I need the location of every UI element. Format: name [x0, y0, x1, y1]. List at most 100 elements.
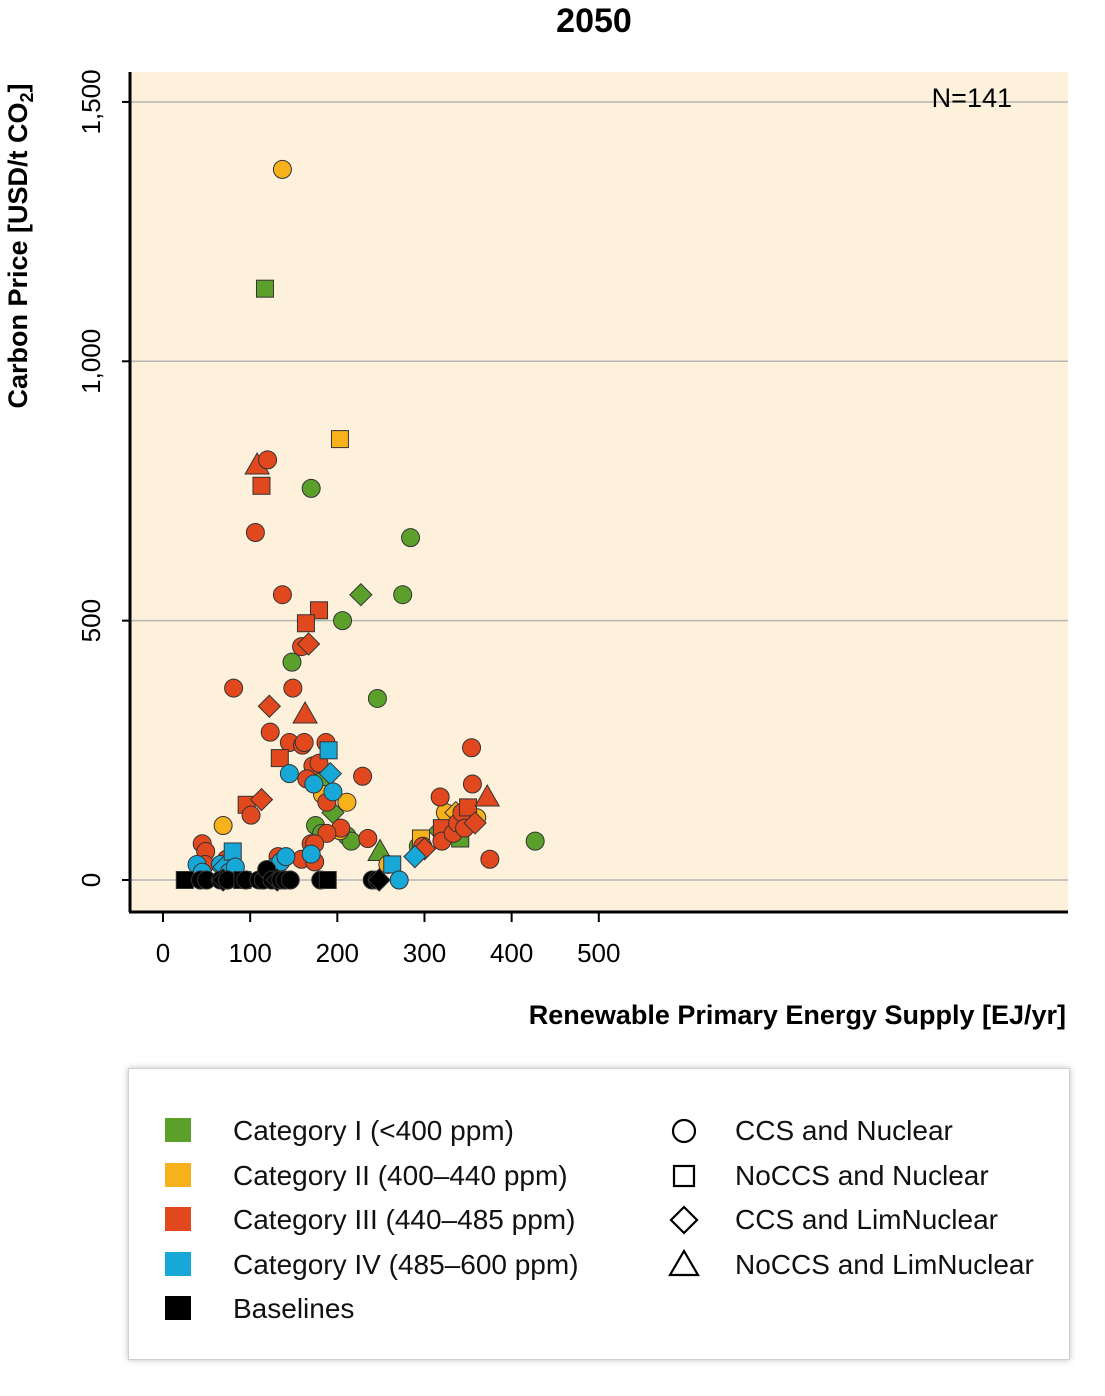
chart-title: 2050 [556, 2, 632, 40]
data-point [480, 849, 500, 869]
x-tick-label: 400 [490, 938, 533, 968]
data-point [463, 811, 487, 835]
data-point [255, 279, 274, 298]
legend-label-ccs-limnuclear: CCS and LimNuclear [735, 1204, 998, 1235]
data-point [403, 844, 427, 869]
data-point [257, 694, 282, 718]
legend-label-category-i: Category I (<400 ppm) [233, 1115, 514, 1146]
data-point [358, 829, 378, 849]
legend-item-ccs-limnuclear: CCS and LimNuclear [667, 1200, 998, 1240]
sample-size-annotation: N=141 [932, 83, 1012, 113]
data-point [474, 784, 501, 807]
legend-label-category-iii: Category III (440–485 ppm) [233, 1204, 576, 1235]
scatter-chart: 2050 0 100 200 300 400 500 0 500 1,000 1,500 N=1… [3, 2, 1068, 1030]
data-point [367, 688, 387, 708]
legend-label-category-iv: Category IV (485–600 ppm) [233, 1249, 579, 1280]
category-iv-swatch [165, 1252, 191, 1276]
diamond-shape-icon [669, 1205, 699, 1235]
data-point [301, 844, 321, 864]
data-point [317, 823, 337, 843]
data-point [367, 868, 391, 892]
legend-label-category-ii: Category II (400–440 ppm) [233, 1160, 568, 1191]
y-tick-label: 0 [76, 873, 106, 887]
circle-shape-icon [671, 1118, 697, 1144]
data-point [383, 855, 402, 874]
data-point [270, 749, 289, 768]
data-point [252, 476, 271, 495]
x-axis-title: Renewable Primary Energy Supply [EJ/yr] [529, 1000, 1066, 1030]
plot-area [130, 72, 1068, 912]
data-point [301, 478, 321, 498]
data-point [323, 782, 343, 802]
y-axis-ticks: 0 500 1,000 1,500 [76, 69, 130, 887]
data-point [175, 871, 194, 889]
legend-label-noccs-limnuclear: NoCCS and LimNuclear [735, 1249, 1034, 1280]
data-point [337, 792, 357, 812]
legend-item-noccs-nuclear: NoCCS and Nuclear [667, 1156, 989, 1196]
x-tick-label: 0 [156, 938, 170, 968]
x-tick-label: 300 [403, 938, 446, 968]
data-point [401, 528, 421, 548]
data-point [294, 733, 314, 753]
data-point [280, 870, 300, 890]
square-shape-icon [672, 1164, 696, 1188]
x-tick-label: 200 [316, 938, 359, 968]
x-tick-label: 100 [228, 938, 271, 968]
y-tick-label: 1,000 [76, 329, 106, 394]
legend-label-noccs-nuclear: NoCCS and Nuclear [735, 1160, 989, 1191]
x-tick-label: 500 [577, 938, 620, 968]
legend-item-category-iv: Category IV (485–600 ppm) [165, 1245, 579, 1285]
data-point [389, 870, 409, 890]
data-point [279, 764, 299, 784]
triangle-shape-icon [668, 1248, 700, 1277]
y-tick-label: 500 [76, 599, 106, 642]
data-point [459, 798, 478, 817]
legend-item-category-ii: Category II (400–440 ppm) [165, 1156, 568, 1196]
data-point [462, 738, 482, 758]
x-axis-ticks: 0 100 200 300 400 500 [156, 912, 620, 968]
data-point [349, 583, 373, 607]
grid-lines [130, 101, 1068, 881]
data-point [224, 678, 244, 698]
data-point [333, 611, 353, 631]
legend-item-category-i: Category I (<400 ppm) [165, 1111, 514, 1151]
data-point [292, 701, 318, 724]
y-tick-label: 1,500 [76, 69, 106, 134]
legend-item-noccs-limnuclear: NoCCS and LimNuclear [667, 1245, 1034, 1285]
data-point [330, 430, 349, 449]
data-point [462, 774, 482, 794]
data-point [258, 450, 278, 470]
data-point [525, 831, 545, 851]
data-point [296, 614, 315, 633]
data-point [430, 787, 450, 807]
legend-item-baselines: Baselines [165, 1289, 354, 1329]
legend-label-baselines: Baselines [233, 1293, 355, 1324]
data-point [272, 585, 292, 605]
data-point [272, 159, 292, 179]
data-point [282, 652, 302, 672]
data-point [241, 805, 261, 825]
data-point [276, 847, 296, 867]
legend: Category I (<400 ppm) Category II (400–4… [128, 1068, 1070, 1360]
legend-item-category-iii: Category III (440–485 ppm) [165, 1200, 575, 1240]
category-ii-swatch [165, 1163, 191, 1187]
category-i-swatch [165, 1118, 191, 1142]
data-point [393, 585, 413, 605]
data-points [175, 159, 545, 892]
data-point [318, 871, 337, 889]
y-axis-title: Carbon Price [USD/t CO2] [3, 83, 37, 408]
data-point [296, 632, 321, 656]
legend-item-ccs-nuclear: CCS and Nuclear [667, 1111, 953, 1151]
legend-label-ccs-nuclear: CCS and Nuclear [735, 1115, 953, 1146]
data-point [213, 816, 233, 836]
data-point [304, 774, 324, 794]
data-point [319, 741, 338, 760]
data-point [249, 787, 274, 812]
baselines-swatch [165, 1296, 191, 1320]
data-point [260, 722, 280, 742]
data-point [223, 842, 242, 861]
category-iii-swatch [165, 1207, 191, 1231]
data-point [245, 522, 265, 542]
data-point [353, 766, 373, 786]
data-point [283, 678, 303, 698]
